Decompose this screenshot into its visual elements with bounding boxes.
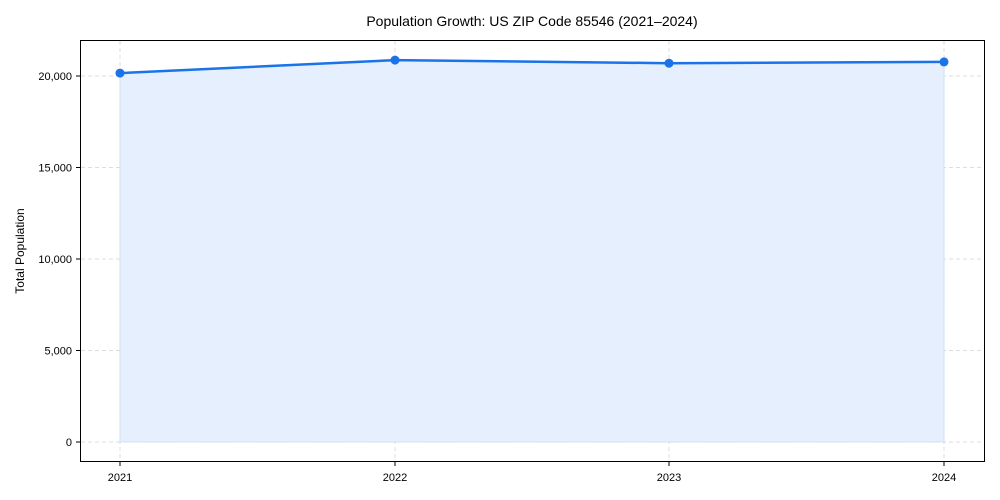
y-axis: 0 5,000 10,000 15,000 20,000 <box>38 71 80 449</box>
x-tick-label: 2022 <box>383 472 407 484</box>
data-points <box>115 55 949 78</box>
x-tick-label: 2021 <box>108 472 132 484</box>
data-point <box>390 55 400 65</box>
y-tick-label: 5,000 <box>44 346 72 358</box>
data-line <box>119 58 945 75</box>
area-fill <box>119 59 945 443</box>
y-tick-label: 20,000 <box>38 71 72 83</box>
data-point <box>939 57 949 67</box>
x-tick-label: 2024 <box>932 472 956 484</box>
x-tick-label: 2023 <box>657 472 681 484</box>
y-tick-label: 10,000 <box>38 254 72 266</box>
y-tick-label: 15,000 <box>38 163 72 175</box>
x-axis: 2021 2022 2023 2024 <box>108 462 956 484</box>
chart-title: Population Growth: US ZIP Code 85546 (20… <box>366 13 697 29</box>
data-point <box>664 58 674 68</box>
plot-frame <box>80 40 985 462</box>
y-tick-label: 0 <box>66 437 72 449</box>
y-axis-label: Total Population <box>13 208 27 293</box>
data-point <box>115 68 125 78</box>
